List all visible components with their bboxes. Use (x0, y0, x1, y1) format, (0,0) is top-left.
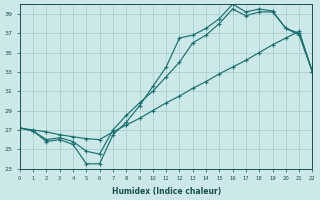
X-axis label: Humidex (Indice chaleur): Humidex (Indice chaleur) (111, 187, 221, 196)
